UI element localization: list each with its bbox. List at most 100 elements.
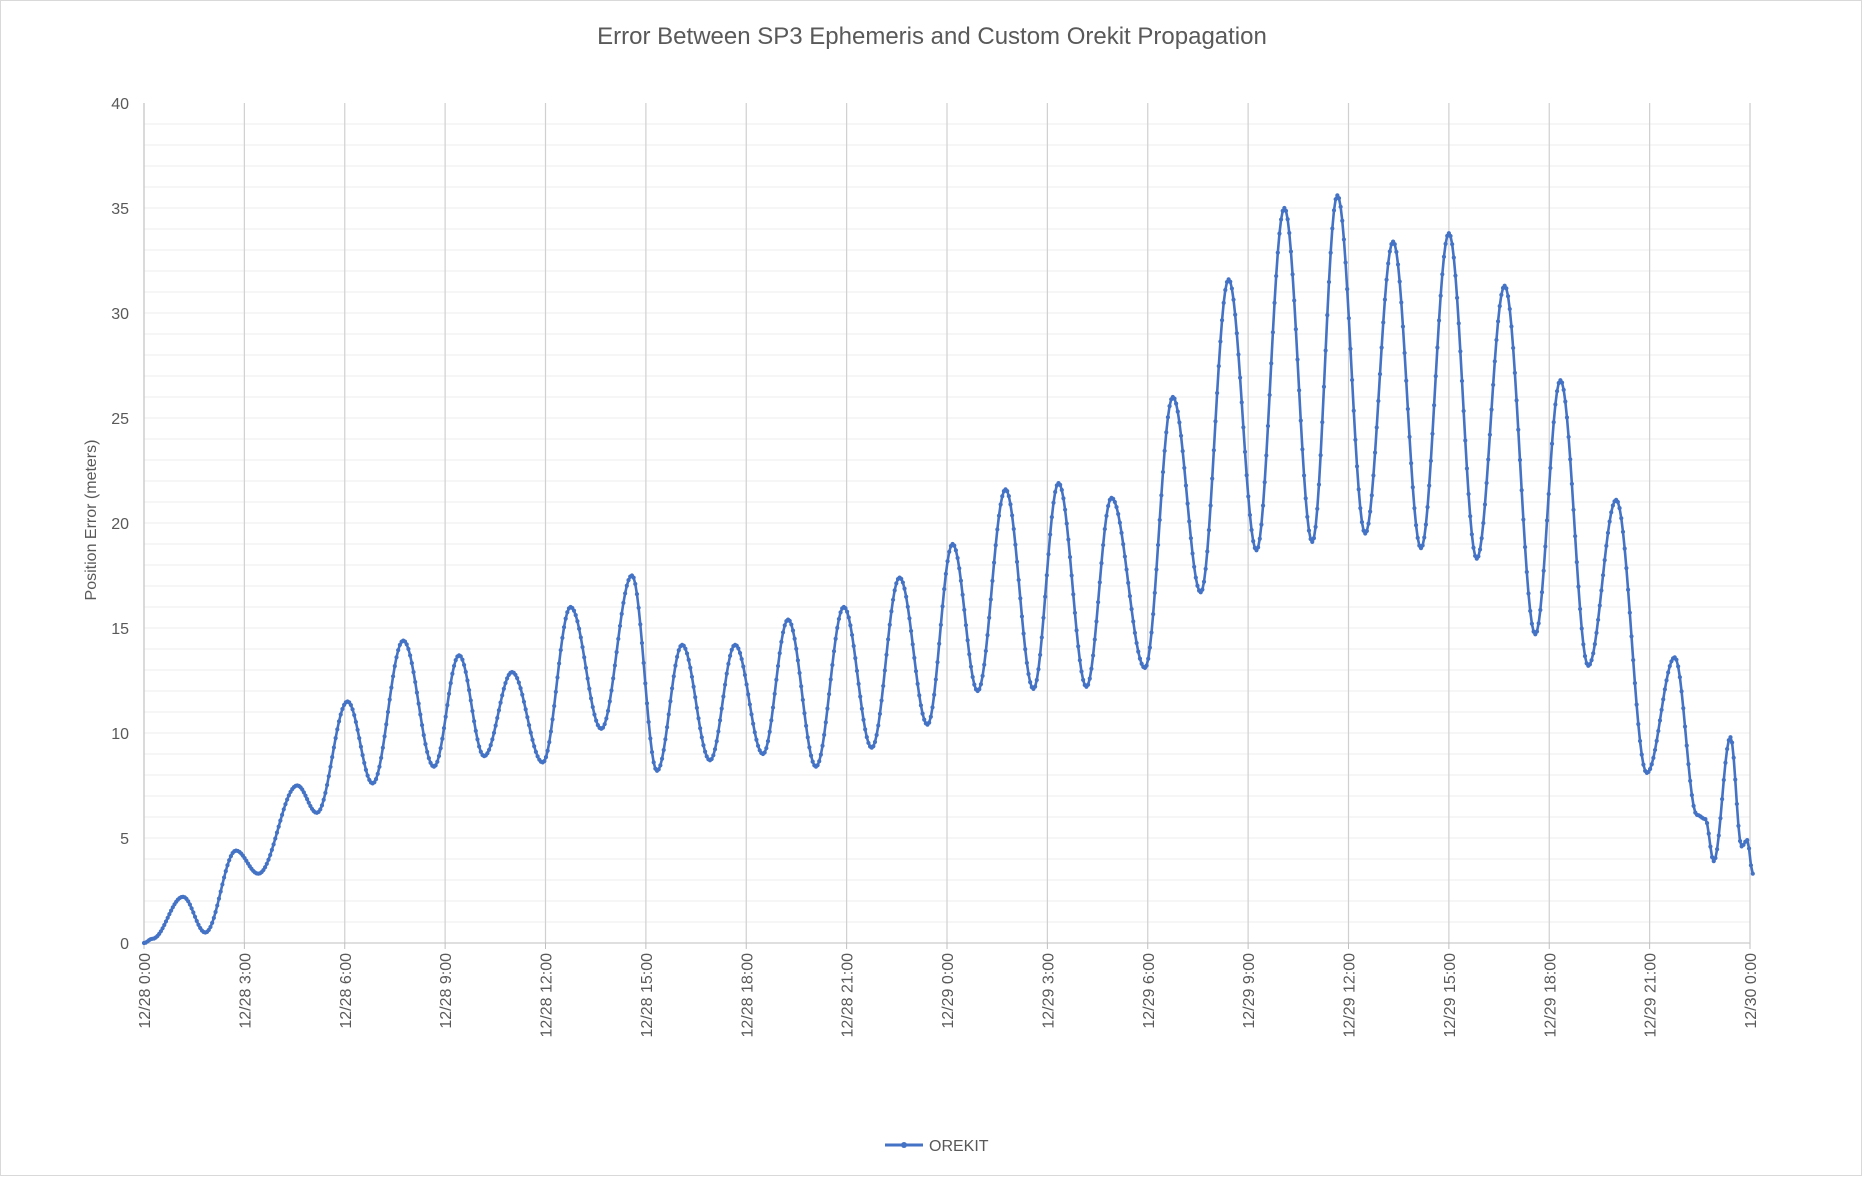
data-point <box>274 830 280 835</box>
data-point <box>998 502 1003 507</box>
data-point <box>1234 331 1239 336</box>
data-point <box>1708 844 1713 849</box>
data-point <box>833 636 838 641</box>
data-point <box>1203 566 1208 571</box>
data-point <box>1340 218 1345 223</box>
data-point <box>1338 204 1343 209</box>
data-point <box>1728 735 1733 740</box>
data-point <box>927 720 932 725</box>
data-point <box>1649 762 1654 767</box>
data-point <box>861 717 866 722</box>
data-point <box>1236 352 1241 357</box>
data-point <box>1656 728 1661 734</box>
data-point <box>1192 564 1197 569</box>
data-point <box>617 623 623 629</box>
data-point <box>478 749 483 754</box>
data-point <box>490 737 495 742</box>
data-point <box>1257 536 1262 541</box>
vertical-gridlines <box>143 103 1751 943</box>
data-point <box>769 718 774 723</box>
data-point <box>1126 580 1131 585</box>
data-point <box>1215 390 1220 396</box>
data-point <box>624 583 629 588</box>
data-point <box>1131 619 1136 624</box>
data-point <box>1405 406 1410 412</box>
data-point <box>1667 663 1672 669</box>
data-point <box>218 889 223 894</box>
data-point <box>671 674 676 679</box>
data-point <box>977 687 982 692</box>
data-point <box>649 750 655 755</box>
data-point <box>1182 465 1187 471</box>
data-point <box>838 610 843 615</box>
data-point <box>1193 575 1198 580</box>
data-point <box>633 581 638 587</box>
data-point <box>659 756 665 761</box>
data-point <box>1486 457 1491 462</box>
data-point <box>1124 567 1129 572</box>
data-point <box>717 718 723 723</box>
data-point <box>1016 577 1021 583</box>
data-point <box>1682 724 1688 729</box>
data-point <box>1433 374 1438 379</box>
data-point <box>1303 496 1308 501</box>
data-point <box>828 677 833 682</box>
data-point <box>1536 621 1541 626</box>
data-point <box>900 580 905 585</box>
data-point <box>1734 801 1739 807</box>
data-point <box>1568 457 1573 462</box>
data-point <box>721 694 726 699</box>
data-point <box>1435 345 1440 350</box>
data-point <box>918 703 924 708</box>
data-point <box>1713 855 1718 861</box>
data-point <box>1278 217 1284 222</box>
data-point <box>525 715 530 720</box>
data-point <box>790 628 796 633</box>
data-point <box>1737 838 1743 844</box>
data-point <box>1305 514 1310 519</box>
data-point <box>1382 297 1388 302</box>
data-point <box>319 803 325 808</box>
data-point <box>739 656 744 662</box>
data-point <box>638 622 643 627</box>
data-point <box>1313 524 1318 530</box>
data-point <box>1657 718 1663 723</box>
data-point <box>1674 657 1679 662</box>
data-point <box>1579 626 1584 631</box>
data-point <box>1609 510 1614 515</box>
data-point <box>1636 722 1641 727</box>
data-point <box>957 566 962 571</box>
data-point <box>1274 273 1279 279</box>
data-point <box>863 727 868 732</box>
data-point <box>1679 689 1684 694</box>
data-point <box>1716 833 1721 838</box>
data-point <box>513 672 518 677</box>
data-point <box>1117 520 1122 525</box>
data-point <box>787 618 792 623</box>
data-point <box>780 630 786 635</box>
data-point <box>1101 542 1106 548</box>
data-point <box>1359 519 1365 525</box>
data-point <box>221 875 227 880</box>
data-point <box>1134 640 1139 646</box>
data-point <box>1066 537 1071 542</box>
x-tick-label: 12/29 9:00 <box>1241 953 1258 1029</box>
x-tick-label: 12/28 21:00 <box>840 953 857 1038</box>
data-point <box>1265 423 1271 429</box>
data-point <box>726 661 731 667</box>
data-point <box>594 718 599 723</box>
data-point <box>1430 431 1435 436</box>
data-point <box>194 918 199 924</box>
data-point <box>646 719 651 725</box>
data-point <box>1505 294 1511 299</box>
data-point <box>1165 415 1171 420</box>
data-point <box>794 646 799 651</box>
data-point <box>846 615 851 620</box>
data-point <box>1061 496 1066 501</box>
data-point <box>910 642 915 647</box>
x-tick-label: 12/29 0:00 <box>940 953 957 1029</box>
data-point <box>223 868 228 874</box>
data-point <box>1723 760 1728 765</box>
data-point <box>940 604 945 609</box>
